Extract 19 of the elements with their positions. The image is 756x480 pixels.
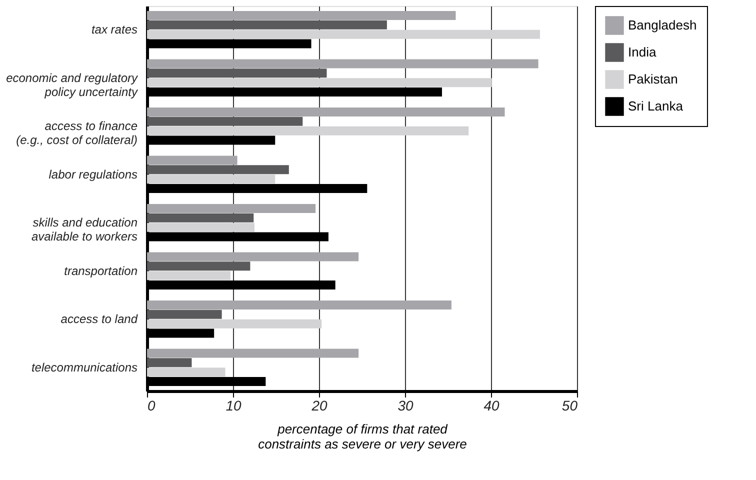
y-tick-label: transportation — [64, 264, 138, 278]
y-tick-label: access to finance (e.g., cost of collateral) — [16, 119, 138, 148]
x-tick-label: 50 — [562, 398, 578, 414]
legend-label: Pakistan — [628, 72, 678, 86]
y-tick-label: tax rates — [91, 22, 138, 37]
y-tick-label: labor regulations — [48, 167, 138, 182]
y-tick-label: economic and regulatory policy uncertainty — [6, 70, 138, 99]
y-tick-label: skills and education available to workers — [31, 216, 138, 244]
legend-label: India — [628, 44, 657, 60]
x-tick-label: 20 — [310, 398, 328, 414]
legend-label: Bangladesh — [628, 18, 697, 32]
x-tick-label: 40 — [484, 398, 500, 414]
x-tick-label: 0 — [148, 398, 156, 414]
y-tick-label: access to land — [60, 312, 138, 326]
x-tick-label: 10 — [226, 398, 242, 414]
legend-label: Sri Lanka — [628, 98, 684, 114]
x-tick-label: 30 — [398, 398, 414, 414]
y-tick-label: telecommunications — [31, 360, 138, 374]
x-axis-title: percentage of firms that rated constraints as severe or very severe — [258, 422, 467, 452]
